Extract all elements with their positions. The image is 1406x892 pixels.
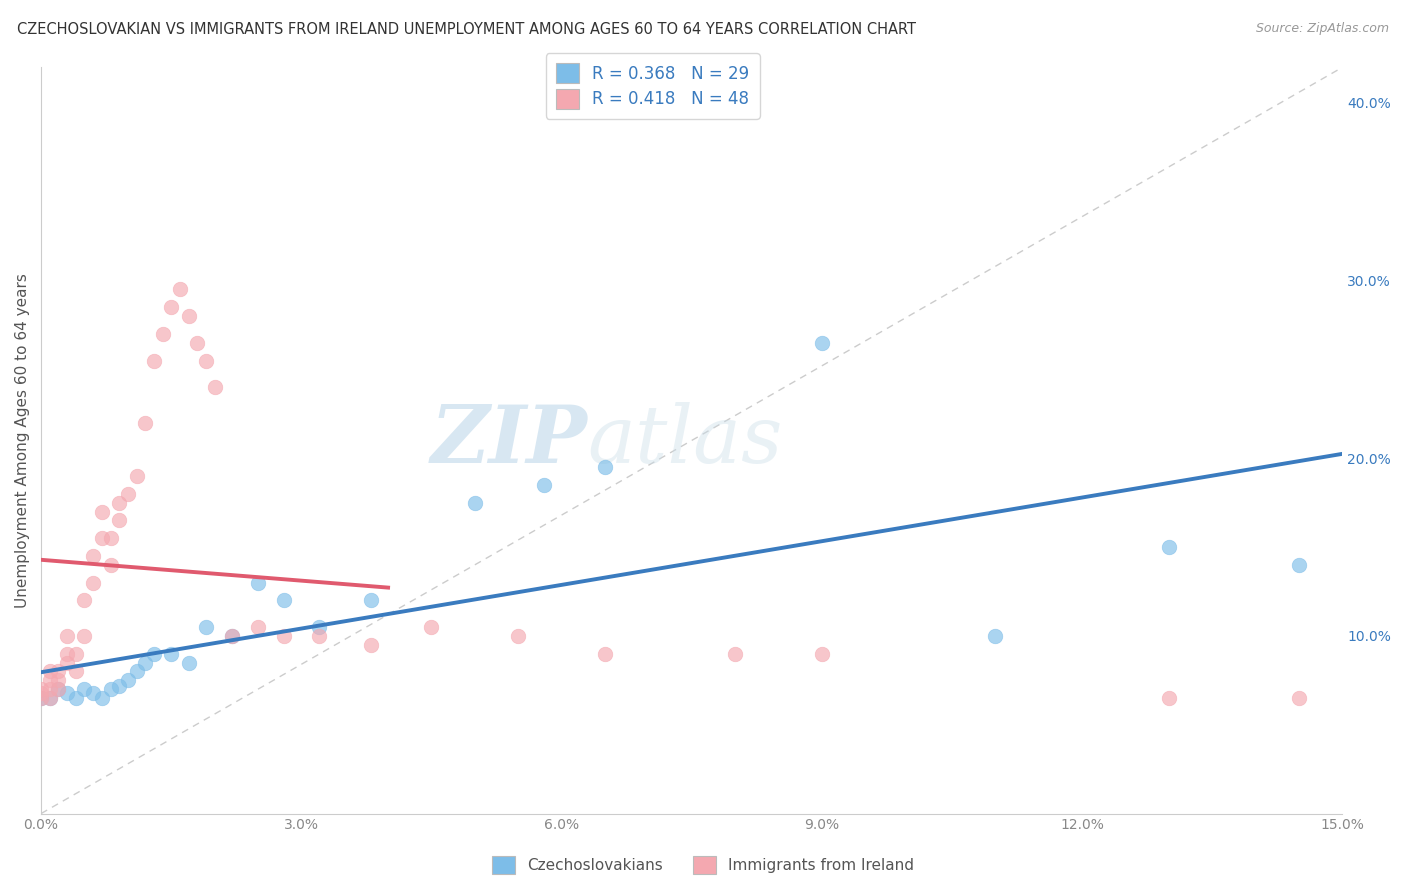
Y-axis label: Unemployment Among Ages 60 to 64 years: Unemployment Among Ages 60 to 64 years — [15, 273, 30, 608]
Text: Source: ZipAtlas.com: Source: ZipAtlas.com — [1256, 22, 1389, 36]
Point — [360, 638, 382, 652]
Point — [221, 629, 243, 643]
Legend: R = 0.368   N = 29, R = 0.418   N = 48: R = 0.368 N = 29, R = 0.418 N = 48 — [546, 54, 759, 119]
Point — [90, 691, 112, 706]
Point — [100, 558, 122, 572]
Point — [30, 691, 52, 706]
Point — [117, 673, 139, 688]
Point — [724, 647, 747, 661]
Point — [246, 575, 269, 590]
Point — [1157, 691, 1180, 706]
Point — [56, 647, 79, 661]
Point — [30, 686, 52, 700]
Point — [56, 656, 79, 670]
Point — [177, 656, 200, 670]
Point — [177, 309, 200, 323]
Point — [142, 353, 165, 368]
Point — [194, 353, 217, 368]
Point — [38, 691, 60, 706]
Point — [48, 682, 70, 697]
Point — [508, 629, 530, 643]
Point — [186, 335, 208, 350]
Point — [221, 629, 243, 643]
Text: atlas: atlas — [588, 401, 783, 479]
Point — [308, 620, 330, 634]
Point — [152, 326, 174, 341]
Point — [38, 665, 60, 679]
Point — [100, 531, 122, 545]
Point — [194, 620, 217, 634]
Point — [160, 300, 183, 314]
Point — [30, 691, 52, 706]
Point — [142, 647, 165, 661]
Point — [308, 629, 330, 643]
Point — [65, 647, 87, 661]
Text: ZIP: ZIP — [430, 401, 588, 479]
Point — [38, 673, 60, 688]
Point — [108, 679, 131, 693]
Point — [360, 593, 382, 607]
Point — [117, 487, 139, 501]
Point — [593, 647, 616, 661]
Point — [1288, 691, 1310, 706]
Point — [30, 682, 52, 697]
Point — [273, 629, 295, 643]
Point — [169, 283, 191, 297]
Point — [73, 682, 96, 697]
Point — [82, 549, 104, 563]
Point — [65, 691, 87, 706]
Point — [82, 575, 104, 590]
Point — [108, 513, 131, 527]
Point — [204, 380, 226, 394]
Point — [73, 593, 96, 607]
Point — [56, 686, 79, 700]
Point — [38, 691, 60, 706]
Point — [1157, 540, 1180, 554]
Point — [125, 665, 148, 679]
Point — [65, 665, 87, 679]
Point — [1288, 558, 1310, 572]
Point — [984, 629, 1007, 643]
Point — [100, 682, 122, 697]
Point — [593, 460, 616, 475]
Point — [48, 665, 70, 679]
Point — [38, 682, 60, 697]
Point — [810, 335, 832, 350]
Point — [48, 673, 70, 688]
Point — [273, 593, 295, 607]
Point — [82, 686, 104, 700]
Point — [108, 496, 131, 510]
Point — [246, 620, 269, 634]
Point — [134, 416, 156, 430]
Point — [90, 504, 112, 518]
Legend: Czechoslovakians, Immigrants from Ireland: Czechoslovakians, Immigrants from Irelan… — [485, 850, 921, 880]
Point — [48, 682, 70, 697]
Point — [810, 647, 832, 661]
Point — [90, 531, 112, 545]
Point — [533, 478, 555, 492]
Point — [56, 629, 79, 643]
Point — [134, 656, 156, 670]
Point — [420, 620, 443, 634]
Point — [73, 629, 96, 643]
Point — [464, 496, 486, 510]
Text: CZECHOSLOVAKIAN VS IMMIGRANTS FROM IRELAND UNEMPLOYMENT AMONG AGES 60 TO 64 YEAR: CZECHOSLOVAKIAN VS IMMIGRANTS FROM IRELA… — [17, 22, 915, 37]
Point — [160, 647, 183, 661]
Point — [125, 469, 148, 483]
